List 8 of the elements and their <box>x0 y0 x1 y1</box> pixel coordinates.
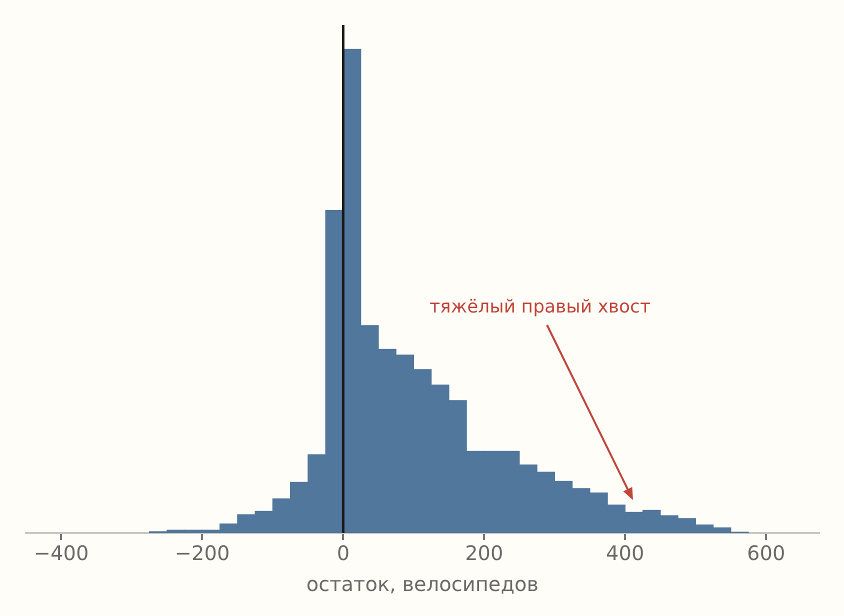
x-tick-label: 0 <box>336 541 350 566</box>
x-tick-label: 600 <box>747 541 786 566</box>
x-tick-label: −400 <box>34 541 89 566</box>
x-tick-label: 200 <box>465 541 504 566</box>
x-tick-label: −200 <box>174 541 230 566</box>
annotation: тяжёлый правый хвост <box>430 296 650 318</box>
x-tick-label: 400 <box>606 541 644 566</box>
x-axis-title: остаток, велосипедов <box>306 572 539 596</box>
